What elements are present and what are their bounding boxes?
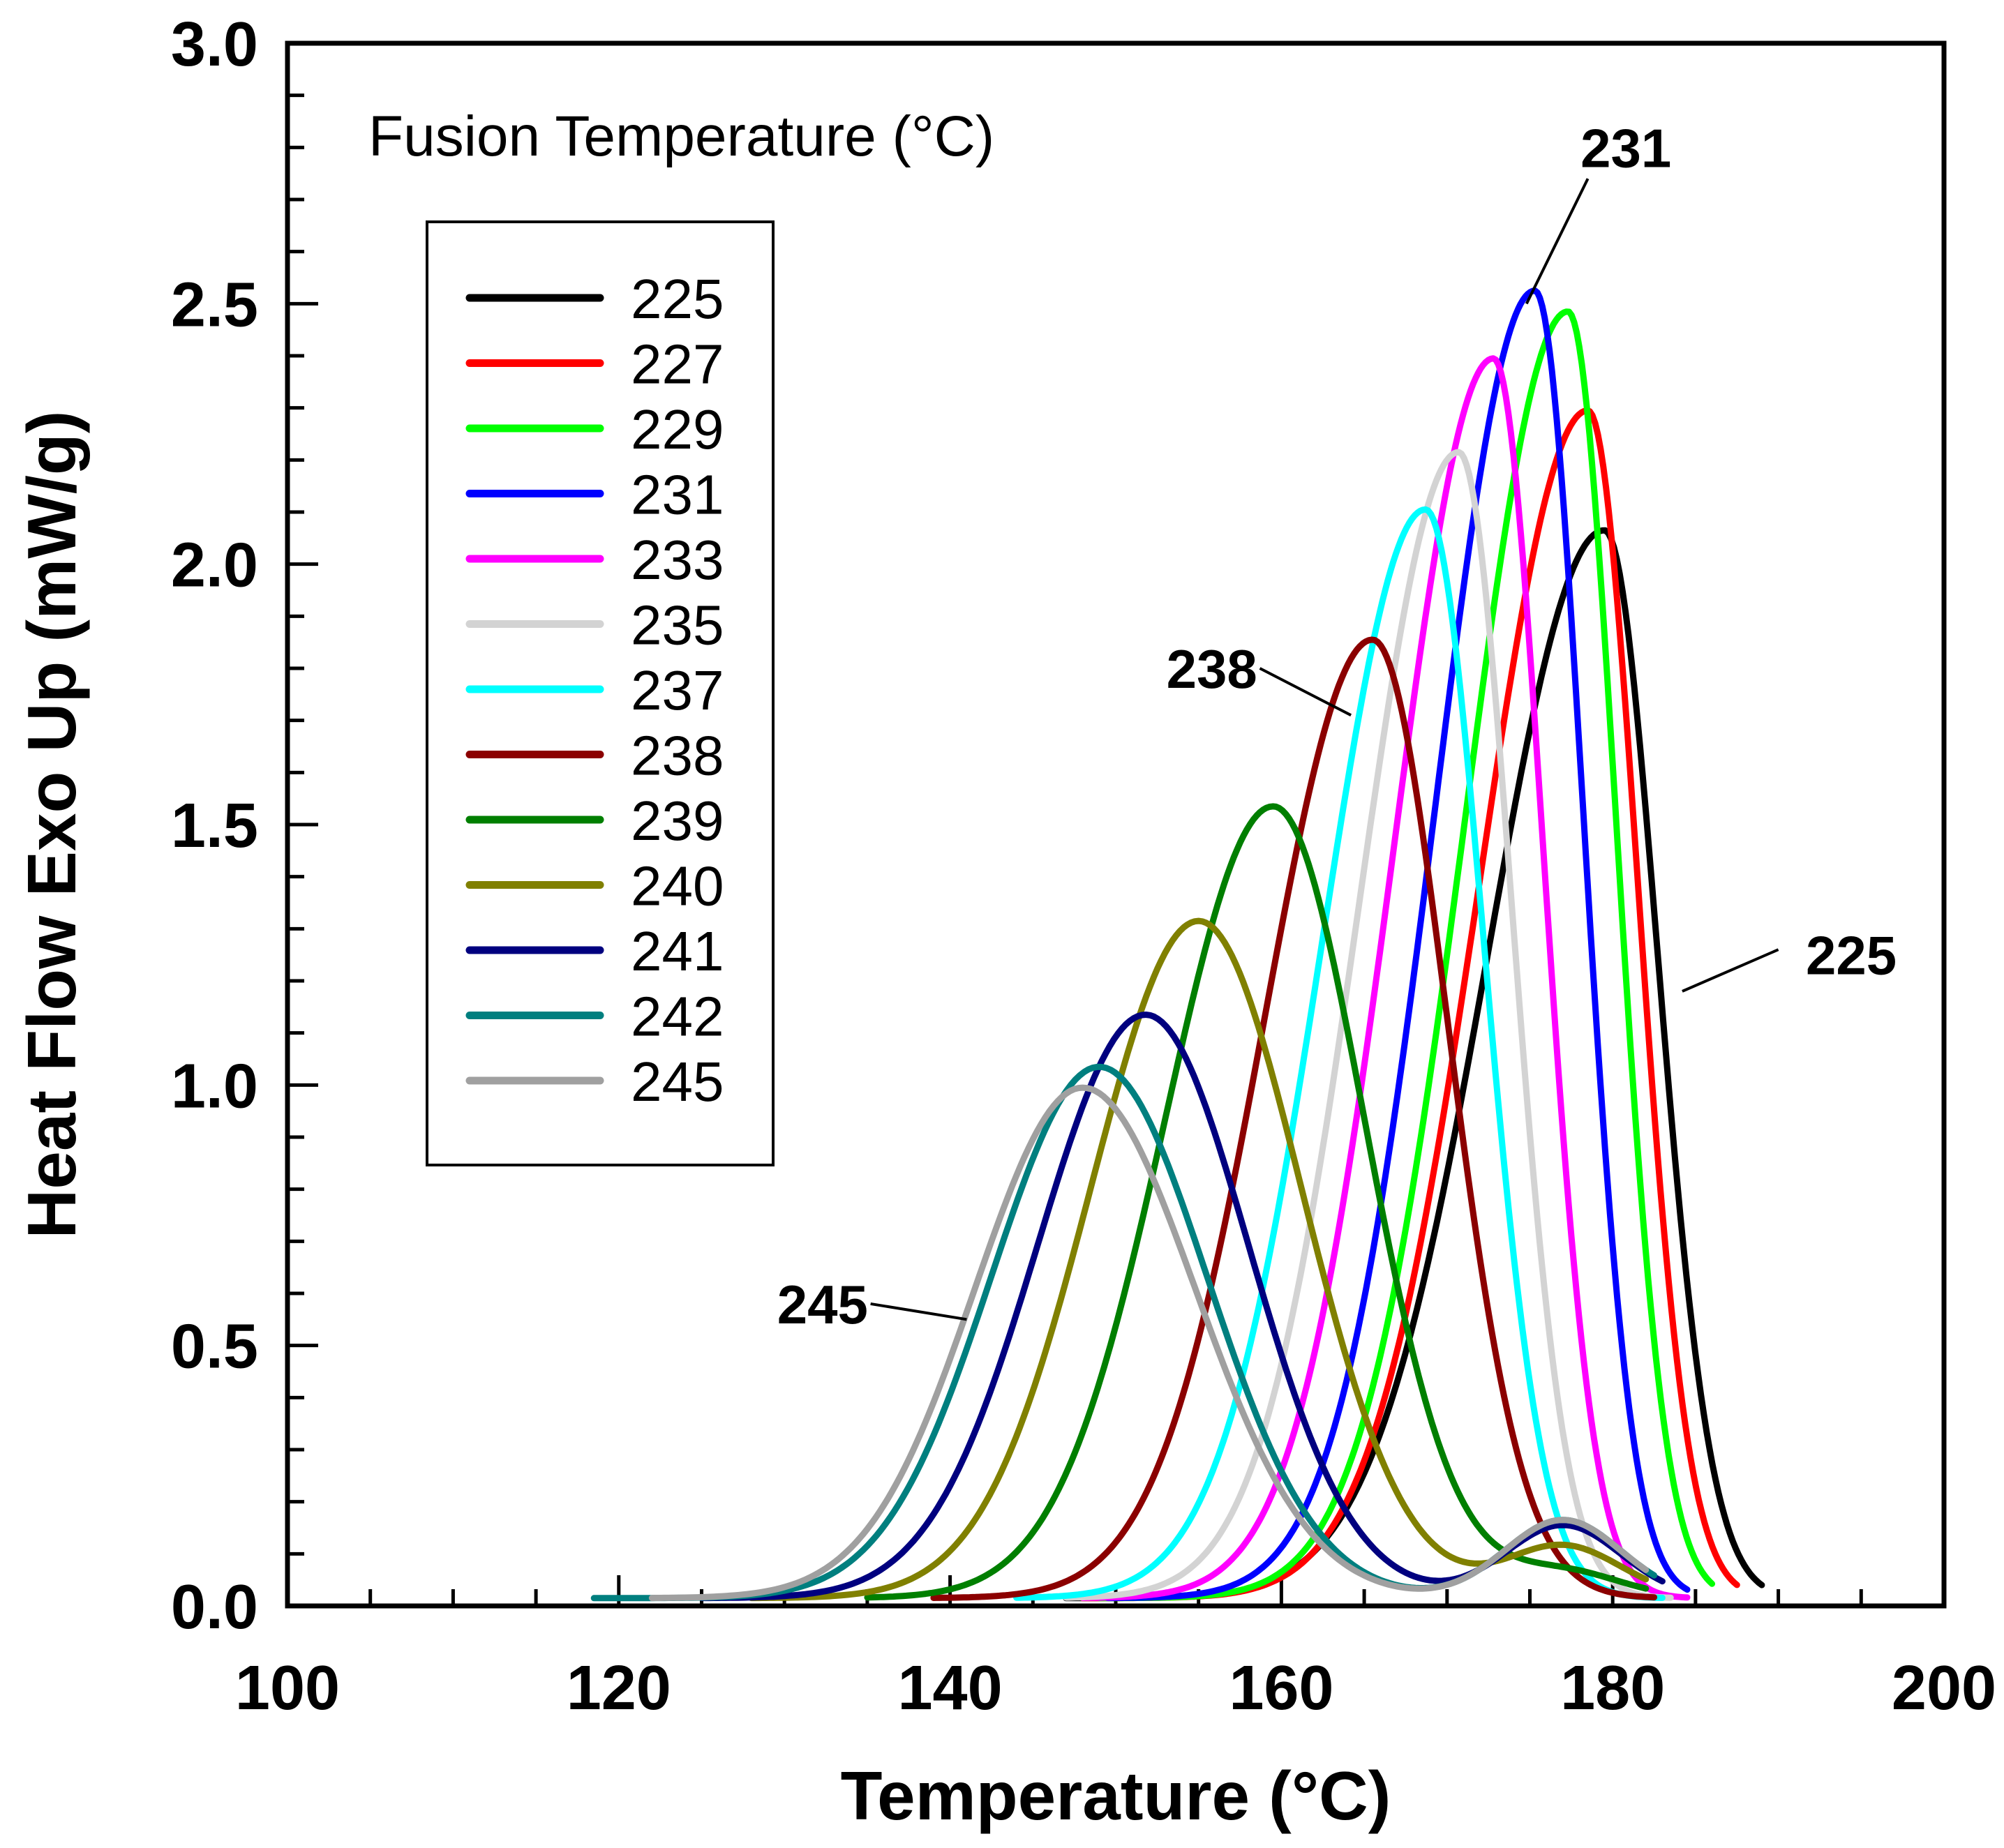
annotation-leader-245	[870, 1302, 967, 1321]
legend-label-225: 225	[631, 268, 724, 330]
annotation-label-231: 231	[1580, 117, 1671, 179]
x-axis-ticks: 100 120 140 160 180 200	[235, 1575, 1996, 1723]
legend-label-240: 240	[631, 855, 724, 917]
series-line-229	[1096, 308, 1716, 1602]
legend-label-235: 235	[631, 594, 724, 656]
series-lines	[590, 287, 1765, 1602]
series-line-237	[1013, 506, 1666, 1601]
x-tick-label: 180	[1560, 1653, 1665, 1723]
annotation-label-238: 238	[1167, 638, 1257, 700]
legend-label-237: 237	[631, 659, 724, 721]
x-tick-label: 100	[235, 1653, 340, 1723]
y-tick-label: 3.0	[171, 10, 258, 80]
y-tick-label: 0.5	[171, 1312, 258, 1382]
series-line-233	[1079, 355, 1691, 1601]
x-axis-title: Temperature (°C)	[841, 1757, 1391, 1834]
y-axis-ticks: 0.0 0.5 1.0 1.5 2.0 2.5 3.0	[171, 10, 318, 1642]
y-tick-label: 1.5	[171, 791, 258, 861]
annotation-leader-238	[1259, 667, 1352, 716]
legend-label-231: 231	[631, 464, 724, 526]
annotation-label-225: 225	[1806, 925, 1897, 986]
legend-box	[426, 220, 775, 1166]
legend-label-239: 239	[631, 790, 724, 852]
x-tick-label: 120	[567, 1653, 671, 1723]
series-line-245	[648, 1084, 1650, 1602]
x-tick-label: 200	[1892, 1653, 1996, 1723]
series-line-238	[930, 636, 1658, 1601]
y-axis-title: Heat Flow Exo Up (mW/g)	[13, 411, 90, 1239]
legend-label-238: 238	[631, 725, 724, 787]
annotation-label-245: 245	[777, 1274, 868, 1335]
x-tick-label: 140	[898, 1653, 1003, 1723]
x-tick-label: 160	[1229, 1653, 1333, 1723]
y-tick-label: 2.5	[171, 270, 258, 340]
series-line-239	[864, 803, 1650, 1601]
y-tick-label: 0.0	[171, 1572, 258, 1642]
legend-label-245: 245	[631, 1051, 724, 1113]
legend-label-242: 242	[631, 986, 724, 1048]
annotation-leader-231	[1525, 178, 1590, 305]
series-line-235	[1063, 449, 1674, 1601]
y-tick-label: 1.0	[171, 1051, 258, 1121]
legend-title: Fusion Temperature (°C)	[368, 105, 994, 168]
y-tick-label: 2.0	[171, 531, 258, 601]
series-line-231	[1104, 287, 1691, 1602]
legend-label-241: 241	[631, 920, 724, 982]
annotations: 231 238 225 245	[777, 117, 1897, 1335]
annotation-leader-225	[1682, 948, 1779, 993]
minor-ticks	[287, 93, 1863, 1606]
legend-label-227: 227	[631, 333, 724, 396]
legend-label-233: 233	[631, 529, 724, 591]
legend-label-229: 229	[631, 398, 724, 460]
